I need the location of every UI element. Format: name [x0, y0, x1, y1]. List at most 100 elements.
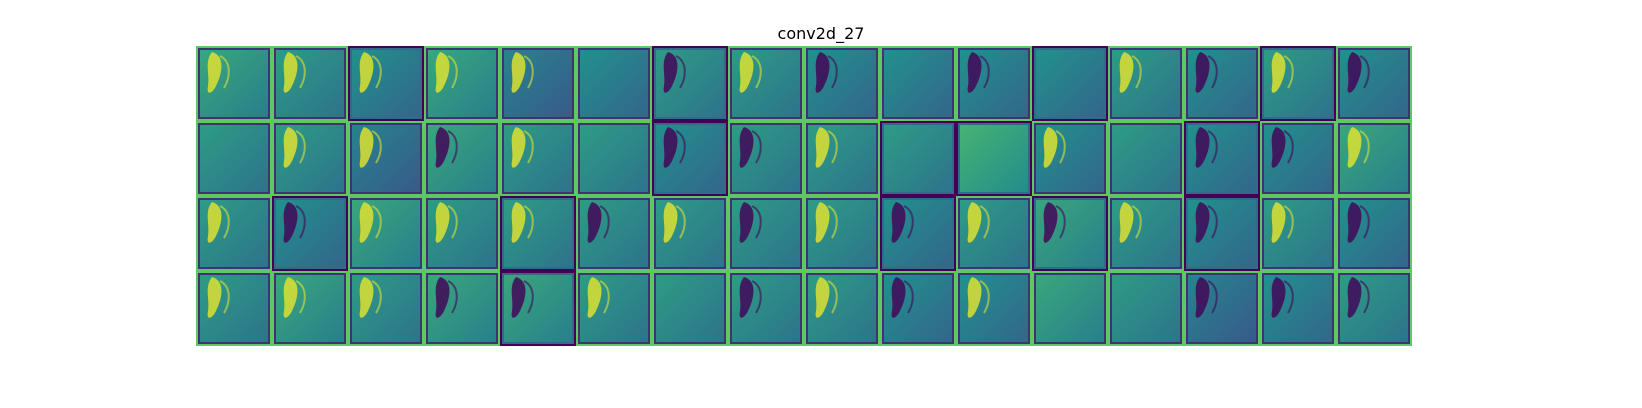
feature-map-tile — [804, 196, 880, 271]
tile-feature-streak — [219, 55, 230, 89]
tile-feature-streak — [751, 280, 762, 314]
tile-feature-streak — [979, 280, 990, 314]
tile-feature — [967, 277, 982, 318]
feature-map-tile — [880, 121, 956, 196]
tile-feature-streak — [295, 205, 306, 239]
tile-feature-streak — [1359, 280, 1370, 314]
feature-map-tile — [652, 271, 728, 346]
feature-map-tile — [652, 46, 728, 121]
feature-map-tile — [1184, 121, 1260, 196]
tile-feature-streak — [1055, 130, 1066, 164]
tile-feature — [1347, 277, 1362, 318]
tile-feature-streak — [1359, 55, 1370, 89]
tile-body — [200, 125, 268, 192]
tile-feature — [587, 277, 602, 318]
feature-map-tile — [1184, 196, 1260, 271]
tile-feature — [1347, 202, 1362, 243]
tile-body — [1036, 275, 1104, 342]
tile-feature — [1271, 127, 1286, 168]
tile-feature — [891, 277, 906, 318]
feature-map-tile — [652, 196, 728, 271]
tile-feature-streak — [827, 205, 838, 239]
feature-map-tile — [880, 271, 956, 346]
tile-feature-streak — [1283, 55, 1294, 89]
tile-feature — [891, 202, 906, 243]
feature-map-tile — [728, 271, 804, 346]
feature-map-tile — [728, 121, 804, 196]
tile-feature — [1195, 277, 1210, 318]
feature-map-tile — [1032, 271, 1108, 346]
feature-map-tile — [1260, 196, 1336, 271]
feature-map-tile — [272, 46, 348, 121]
tile-feature — [359, 277, 374, 318]
feature-map-tile — [576, 46, 652, 121]
tile-feature-streak — [523, 130, 534, 164]
tile-feature-streak — [295, 130, 306, 164]
tile-feature — [1195, 52, 1210, 93]
tile-feature — [1119, 52, 1134, 93]
tile-feature-streak — [1359, 205, 1370, 239]
feature-map-tile — [804, 46, 880, 121]
feature-map-tile — [500, 271, 576, 346]
tile-feature-streak — [1283, 280, 1294, 314]
tile-feature — [207, 52, 222, 93]
tile-feature-streak — [371, 280, 382, 314]
tile-feature-streak — [447, 55, 458, 89]
feature-map-tile — [1108, 46, 1184, 121]
feature-map-tile — [348, 271, 424, 346]
tile-feature — [1347, 52, 1362, 93]
tile-feature-streak — [1207, 280, 1218, 314]
feature-map-tile — [348, 196, 424, 271]
feature-map-tile — [576, 121, 652, 196]
tile-body — [1036, 50, 1104, 117]
feature-map-tile — [1260, 46, 1336, 121]
feature-map-tile — [1336, 121, 1412, 196]
chart-title: conv2d_27 — [777, 24, 865, 43]
tile-feature — [815, 52, 830, 93]
tile-feature — [1119, 202, 1134, 243]
tile-feature-streak — [1283, 130, 1294, 164]
tile-feature-streak — [447, 205, 458, 239]
feature-map-tile — [500, 121, 576, 196]
tile-feature — [663, 127, 678, 168]
tile-feature-streak — [295, 55, 306, 89]
tile-feature-streak — [675, 130, 686, 164]
feature-map-tile — [1108, 271, 1184, 346]
tile-feature — [1195, 127, 1210, 168]
tile-body — [580, 125, 648, 192]
tile-body — [1112, 275, 1180, 342]
tile-feature-streak — [523, 55, 534, 89]
tile-feature-streak — [903, 280, 914, 314]
feature-map-tile — [1184, 46, 1260, 121]
tile-feature — [207, 202, 222, 243]
feature-map-tile — [348, 121, 424, 196]
tile-feature — [739, 277, 754, 318]
feature-map-tile — [424, 121, 500, 196]
tile-body — [884, 50, 952, 117]
tile-feature — [1271, 277, 1286, 318]
tile-feature — [1271, 52, 1286, 93]
tile-feature — [283, 277, 298, 318]
tile-feature-streak — [903, 205, 914, 239]
feature-map-tile — [1260, 271, 1336, 346]
tile-feature — [511, 202, 526, 243]
tile-feature — [663, 202, 678, 243]
feature-map-tile — [1336, 196, 1412, 271]
tile-feature-streak — [219, 280, 230, 314]
feature-map-tile — [1032, 46, 1108, 121]
tile-feature — [283, 202, 298, 243]
feature-map-tile — [272, 121, 348, 196]
feature-map-tile — [196, 46, 272, 121]
tile-feature — [1347, 127, 1362, 168]
feature-map-tile — [196, 196, 272, 271]
tile-feature-streak — [447, 130, 458, 164]
tile-feature — [1271, 202, 1286, 243]
feature-map-tile — [1032, 196, 1108, 271]
tile-feature-streak — [523, 280, 534, 314]
feature-map-tile — [196, 121, 272, 196]
tile-body — [884, 125, 952, 192]
tile-feature — [435, 127, 450, 168]
tile-feature-streak — [447, 280, 458, 314]
